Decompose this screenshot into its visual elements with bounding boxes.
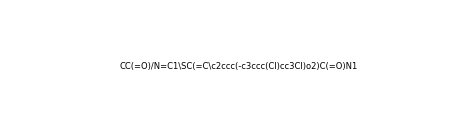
Text: CC(=O)/N=C1\SC(=C\c2ccc(-c3ccc(Cl)cc3Cl)o2)C(=O)N1: CC(=O)/N=C1\SC(=C\c2ccc(-c3ccc(Cl)cc3Cl)… [119,62,357,70]
